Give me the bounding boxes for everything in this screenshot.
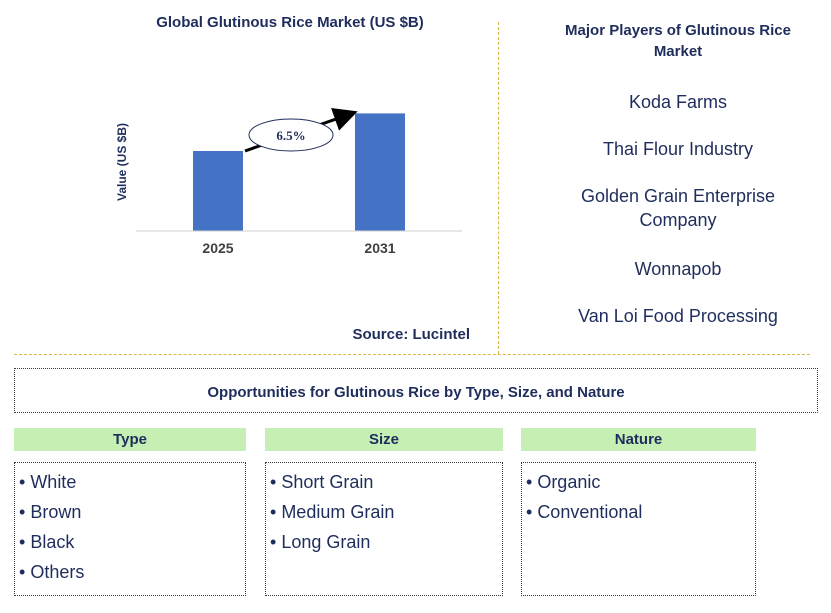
cagr-annotation: 6.5% [244, 108, 358, 153]
source-label: Source: Lucintel [352, 326, 470, 343]
list-item: • Long Grain [270, 532, 371, 552]
player-item: Golden Grain Enterprise Company [580, 186, 776, 230]
chart-title: Global Glutinous Rice Market (US $B) [156, 14, 424, 31]
x-tick-label: 2025 [202, 240, 233, 256]
opportunities-box [14, 368, 818, 413]
cagr-bubble [248, 118, 334, 152]
list-item: • Brown [19, 502, 82, 522]
list-item: • Short Grain [270, 472, 374, 492]
list-item: • Medium Grain [270, 502, 395, 522]
players-title: Major Players of Glutinous Rice Market [565, 22, 791, 60]
category-list-type: • White • Brown • Black • Others [14, 462, 246, 596]
x-tick-label: 2031 [364, 240, 395, 256]
ticks-layer: 2025 2031 [202, 240, 395, 256]
horizontal-divider [14, 354, 810, 355]
category-header-size: Size [265, 428, 503, 451]
player-item: Van Loi Food Processing [578, 306, 778, 326]
bar-2031 [355, 113, 405, 231]
category-list-size: • Short Grain • Medium Grain • Long Grai… [265, 462, 503, 596]
player-item: Wonnapob [634, 259, 722, 279]
list-item: • Conventional [526, 502, 643, 522]
bars-layer [193, 113, 405, 231]
list-item: • Others [19, 562, 85, 582]
player-item: Koda Farms [628, 92, 728, 112]
bar-chart: Value (US $B) 2025 2031 6.5% [115, 108, 462, 256]
bar-2025 [193, 151, 243, 231]
category-list-nature: • Organic • Conventional [521, 462, 756, 596]
vertical-divider [498, 22, 499, 354]
player-item: Thai Flour Industry [602, 139, 754, 159]
list-item: • White [19, 472, 77, 492]
opportunities-title: Opportunities for Glutinous Rice by Type… [207, 384, 625, 401]
list-item: • Organic [526, 472, 601, 492]
y-axis-label: Value (US $B) [115, 123, 129, 201]
list-item: • Black [19, 532, 75, 552]
category-header-nature: Nature [521, 428, 756, 451]
cagr-label: 6.5% [276, 128, 305, 143]
category-header-type: Type [14, 428, 246, 451]
